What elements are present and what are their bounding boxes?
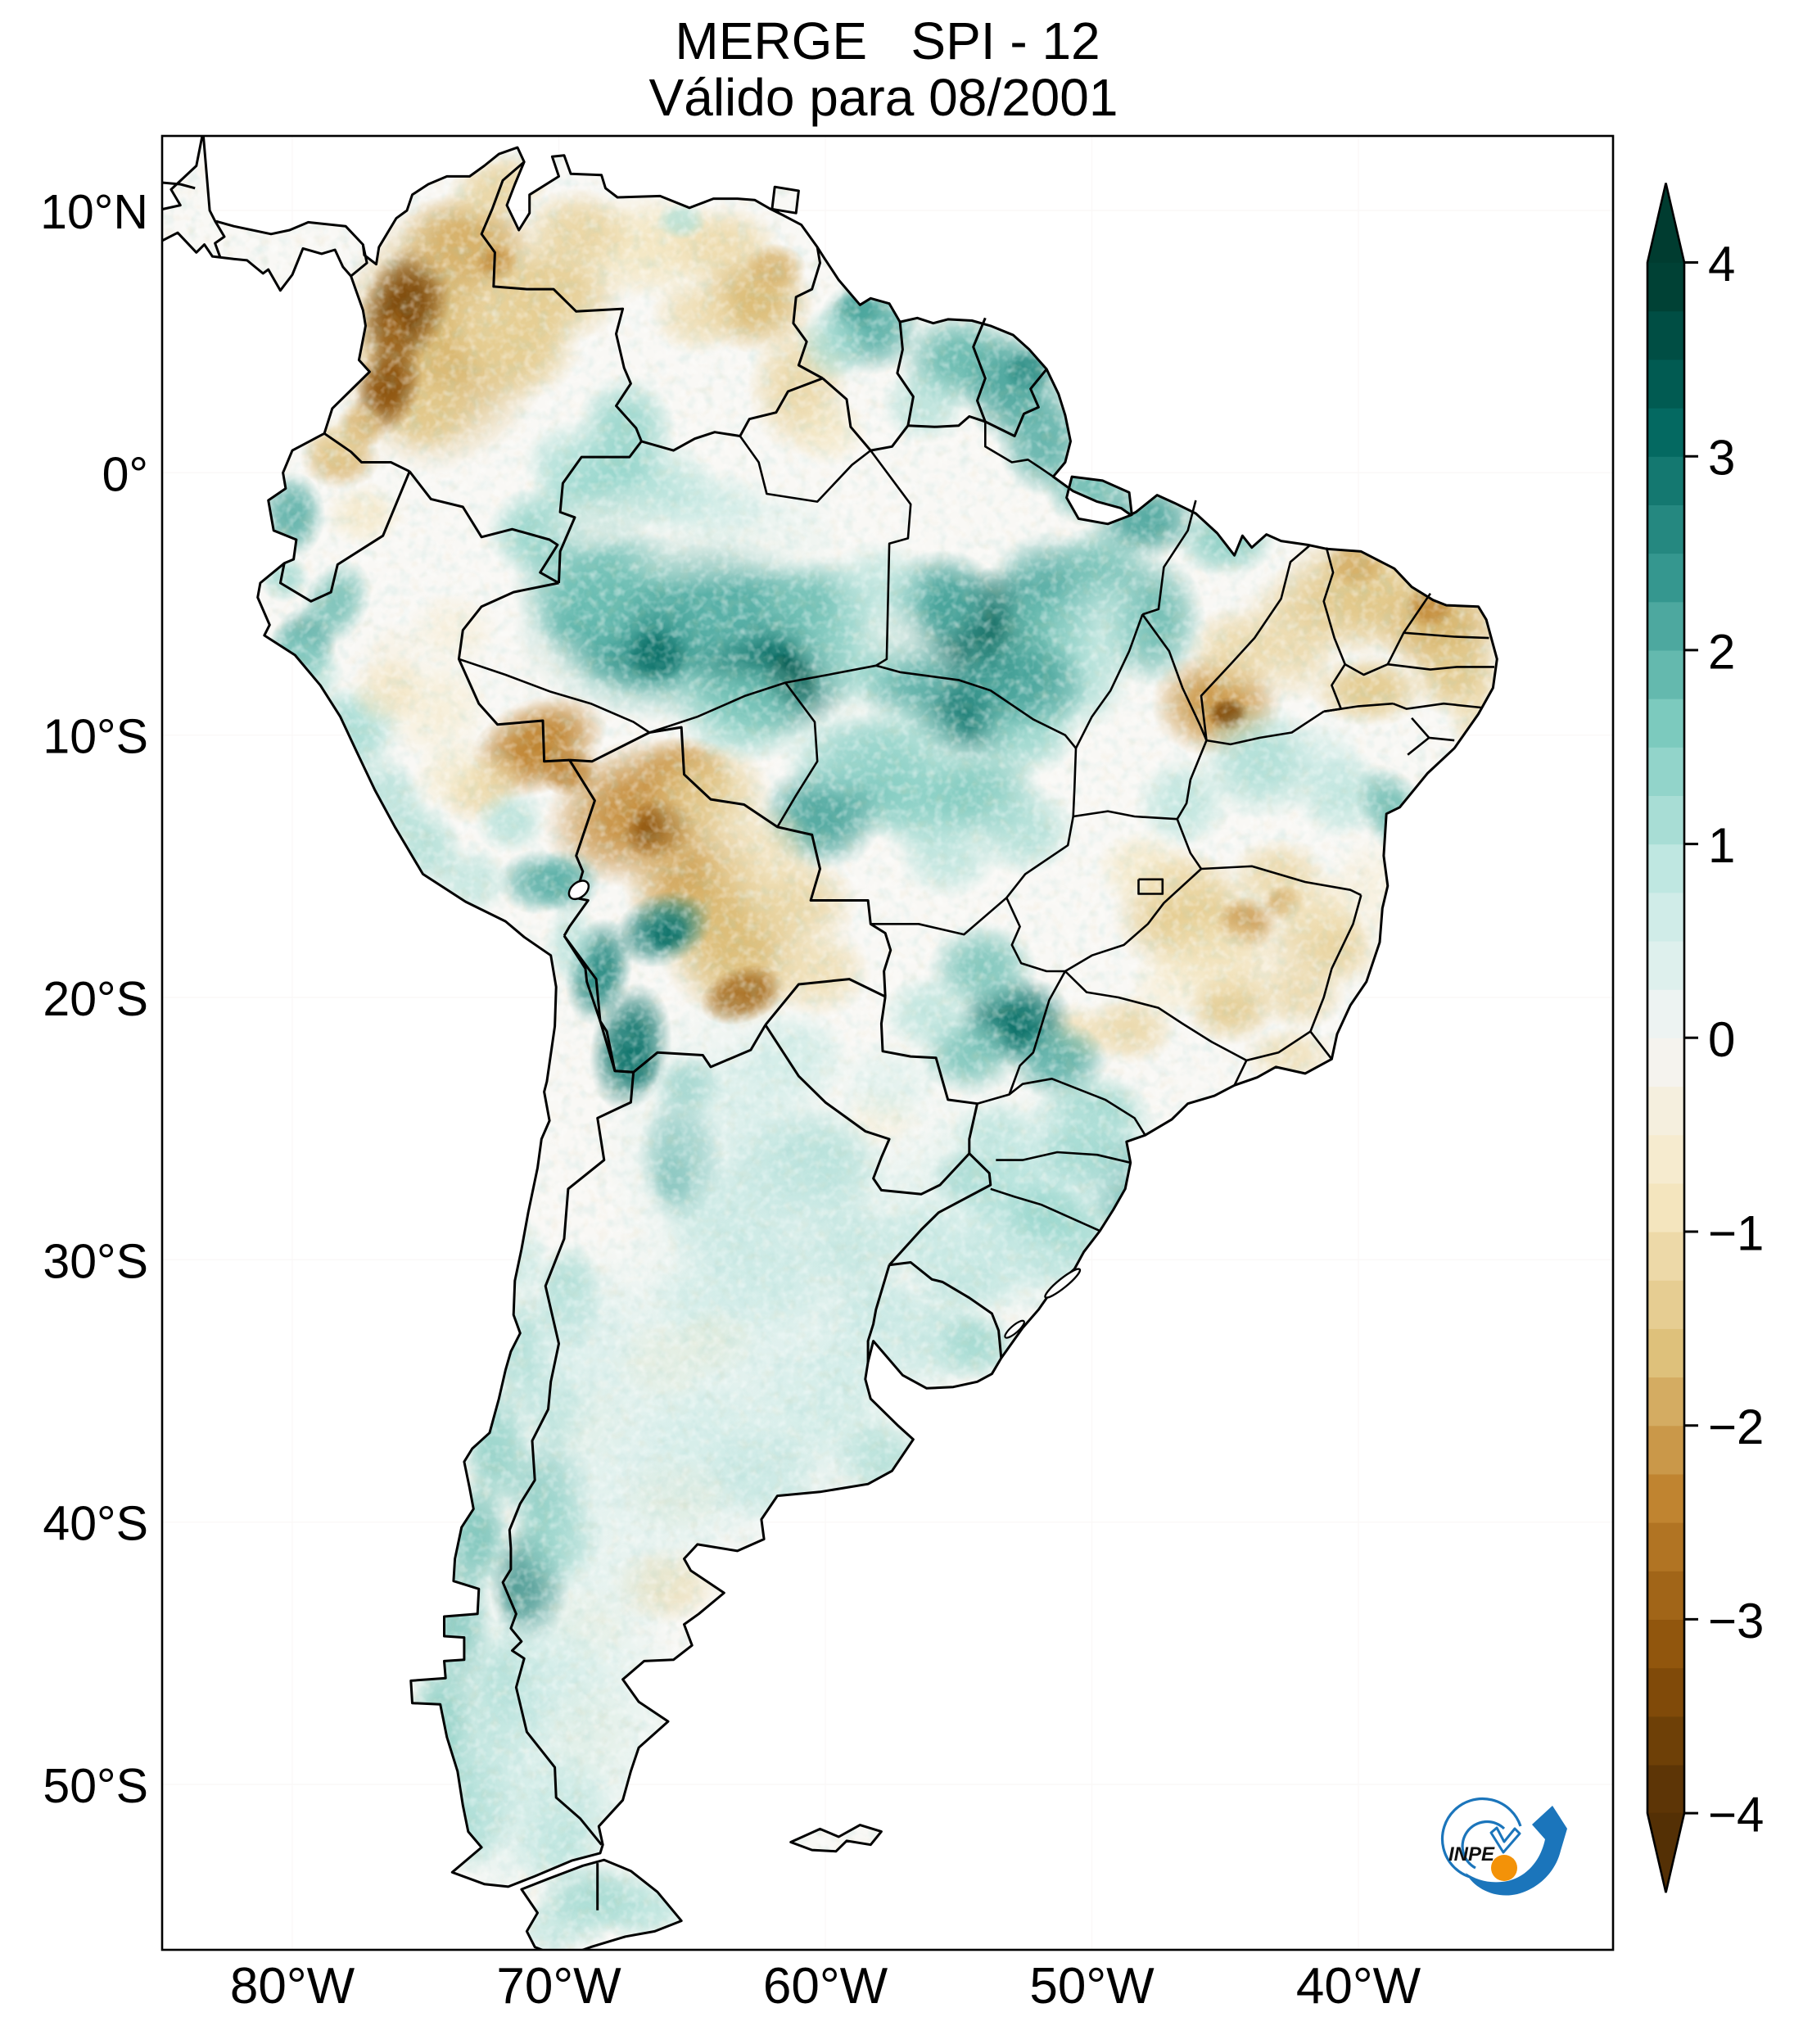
svg-text:10°N: 10°N (40, 185, 148, 239)
svg-text:50°S: 50°S (43, 1759, 148, 1813)
svg-text:80°W: 80°W (230, 1958, 355, 2015)
svg-text:4: 4 (1708, 237, 1735, 292)
svg-text:50°W: 50°W (1029, 1958, 1155, 2015)
svg-text:−4: −4 (1708, 1788, 1764, 1843)
svg-text:10°S: 10°S (43, 710, 148, 764)
svg-text:2: 2 (1708, 624, 1735, 679)
svg-text:Válido para 08/2001: Válido para 08/2001 (649, 68, 1118, 127)
svg-text:−3: −3 (1708, 1594, 1764, 1648)
svg-text:INPE: INPE (1448, 1843, 1495, 1865)
svg-text:20°S: 20°S (43, 972, 148, 1026)
svg-text:70°W: 70°W (496, 1958, 621, 2015)
svg-text:−2: −2 (1708, 1400, 1764, 1454)
svg-text:1: 1 (1708, 818, 1735, 873)
svg-text:40°S: 40°S (43, 1497, 148, 1551)
svg-text:0: 0 (1708, 1012, 1735, 1067)
svg-text:40°W: 40°W (1296, 1958, 1421, 2015)
svg-text:3: 3 (1708, 431, 1735, 486)
svg-text:60°W: 60°W (763, 1958, 888, 2015)
svg-text:0°: 0° (102, 447, 148, 501)
svg-text:30°S: 30°S (43, 1234, 148, 1288)
svg-text:−1: −1 (1708, 1206, 1764, 1261)
svg-text:MERGE SPI - 12: MERGE SPI - 12 (675, 11, 1100, 70)
